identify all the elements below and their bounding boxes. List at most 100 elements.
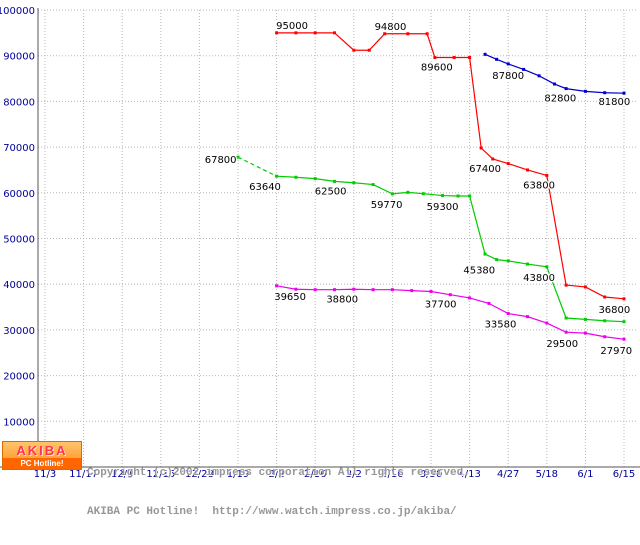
price-line-green-marker — [275, 174, 279, 178]
x-axis-tick-label: 5/18 — [536, 469, 558, 480]
price-line-green-marker — [622, 320, 626, 324]
x-axis-tick-label: 12/1 — [111, 469, 133, 480]
price-line-red-value-label: 63800 — [523, 180, 555, 191]
price-line-green-marker — [456, 194, 460, 198]
price-line-blue-marker — [603, 91, 607, 95]
price-line-red-marker — [526, 168, 529, 172]
price-line-green-value-label: 67800 — [205, 155, 237, 166]
price-line-magenta-marker — [468, 296, 472, 300]
x-axis-tick-label: 4/13 — [458, 469, 480, 480]
price-line-blue-marker — [522, 67, 526, 71]
price-line-red-marker — [622, 297, 626, 301]
price-line-red-marker — [383, 32, 387, 36]
price-line-red-marker — [452, 56, 456, 60]
price-line-magenta-marker — [506, 312, 510, 316]
x-axis-tick-label: 2/16 — [304, 469, 326, 480]
price-line-green-marker — [390, 192, 394, 196]
price-line-red-marker — [313, 31, 317, 35]
price-line-red-value-label: 67400 — [469, 164, 501, 175]
price-line-red-marker — [479, 146, 483, 150]
x-axis-tick-label: 11/3 — [34, 469, 56, 480]
site-url-line: AKIBA PC Hotline! http://www.watch.impre… — [87, 506, 457, 518]
x-axis-tick-label: 3/2 — [346, 469, 362, 480]
y-axis-tick-label: 20000 — [3, 372, 35, 383]
akiba-logo: AKIBA PC Hotline! — [2, 441, 82, 470]
price-line-green-marker — [441, 194, 445, 198]
price-line-magenta-marker — [294, 287, 298, 291]
price-line-blue-value-label: 82800 — [544, 94, 576, 105]
price-line-green-marker — [371, 183, 375, 187]
price-line-blue-value-label: 81800 — [598, 97, 630, 108]
price-line-green-marker — [506, 259, 510, 263]
y-axis-tick-label: 70000 — [3, 143, 35, 154]
x-axis-tick-label: 6/1 — [577, 469, 593, 480]
price-line-red-marker — [333, 31, 336, 35]
x-axis-tick-label: 1/19 — [227, 469, 249, 480]
price-line-magenta-value-label: 27970 — [600, 346, 632, 357]
x-axis-tick-label: 3/30 — [420, 469, 442, 480]
price-line-red-marker — [352, 48, 356, 52]
price-line-blue-marker — [553, 82, 557, 86]
copyright-line: Copyright (c)2002 impress corporation Al… — [87, 467, 470, 479]
price-line-red-marker — [506, 162, 510, 166]
y-axis-tick-label: 60000 — [3, 189, 35, 200]
x-axis-tick-label: 12/15 — [146, 469, 175, 480]
price-line-magenta-marker — [622, 337, 626, 341]
price-line-green-marker — [406, 190, 410, 194]
y-axis-tick-label: 100000 — [0, 6, 35, 17]
price-line-magenta-marker — [275, 284, 279, 288]
y-axis-tick-label: 10000 — [3, 417, 35, 428]
price-line-green-value-label: 45380 — [463, 266, 495, 277]
y-axis-tick-label: 90000 — [3, 52, 35, 63]
price-line-red-marker — [367, 48, 371, 52]
price-line-green-marker — [583, 317, 587, 321]
price-line-magenta-value-label: 29500 — [546, 339, 578, 350]
price-line-red-marker — [468, 56, 472, 60]
price-line-red-marker — [564, 283, 568, 287]
price-line-magenta-value-label: 37700 — [425, 300, 457, 311]
price-line-magenta-value-label: 33580 — [485, 320, 517, 331]
price-line-red-value-label: 95000 — [276, 21, 308, 32]
price-line-red-marker — [433, 56, 437, 60]
price-line-red-value-label: 36800 — [598, 305, 630, 316]
y-axis-tick-label: 50000 — [3, 235, 35, 246]
y-axis-tick-label: 30000 — [3, 326, 35, 337]
footer: AKIBA PC Hotline! Copyright (c)2002 impr… — [2, 441, 470, 545]
price-line-magenta-marker — [564, 330, 568, 334]
price-line-green-marker — [333, 179, 336, 183]
price-line-green-marker — [352, 181, 356, 185]
price-line-green-marker — [564, 316, 568, 320]
x-axis-tick-label: 4/27 — [497, 469, 519, 480]
price-line-blue-marker — [583, 89, 587, 93]
price-line-green-marker — [526, 262, 529, 266]
price-line-red-marker — [545, 173, 549, 177]
price-line-red-marker — [425, 32, 429, 36]
price-line-green-value-label: 63640 — [249, 182, 281, 193]
price-line-green-marker — [483, 252, 487, 256]
price-line-green-marker — [236, 155, 240, 159]
x-axis-tick-label: 6/15 — [613, 469, 635, 480]
price-line-green-marker — [495, 258, 499, 262]
price-line-magenta-marker — [545, 321, 549, 325]
x-axis-tick-label: 2/2 — [269, 469, 285, 480]
price-line-red-marker — [406, 32, 410, 36]
price-line-magenta-marker — [333, 288, 336, 292]
price-line-green-value-label: 62500 — [315, 186, 347, 197]
x-axis-tick-label: 12/28 — [185, 469, 214, 480]
price-line-green-marker — [468, 194, 472, 198]
price-line-magenta-marker — [429, 290, 433, 294]
price-line-red-marker — [583, 285, 587, 289]
price-line-magenta-marker — [448, 293, 452, 297]
price-line-green-value-label: 43800 — [523, 273, 555, 284]
price-line-magenta-marker — [603, 335, 607, 339]
price-line-blue — [484, 53, 625, 94]
price-line-blue-value-label: 87800 — [492, 71, 524, 82]
price-line-magenta-marker — [352, 287, 356, 291]
price-line-blue-marker — [506, 62, 510, 66]
y-axis-tick-label: 80000 — [3, 97, 35, 108]
akiba-logo-title: AKIBA — [16, 443, 68, 458]
price-line-blue-marker — [537, 74, 541, 78]
x-axis-tick-label: 11/17 — [69, 469, 98, 480]
price-line-magenta-marker — [526, 315, 529, 319]
price-line-red-marker — [491, 157, 495, 161]
